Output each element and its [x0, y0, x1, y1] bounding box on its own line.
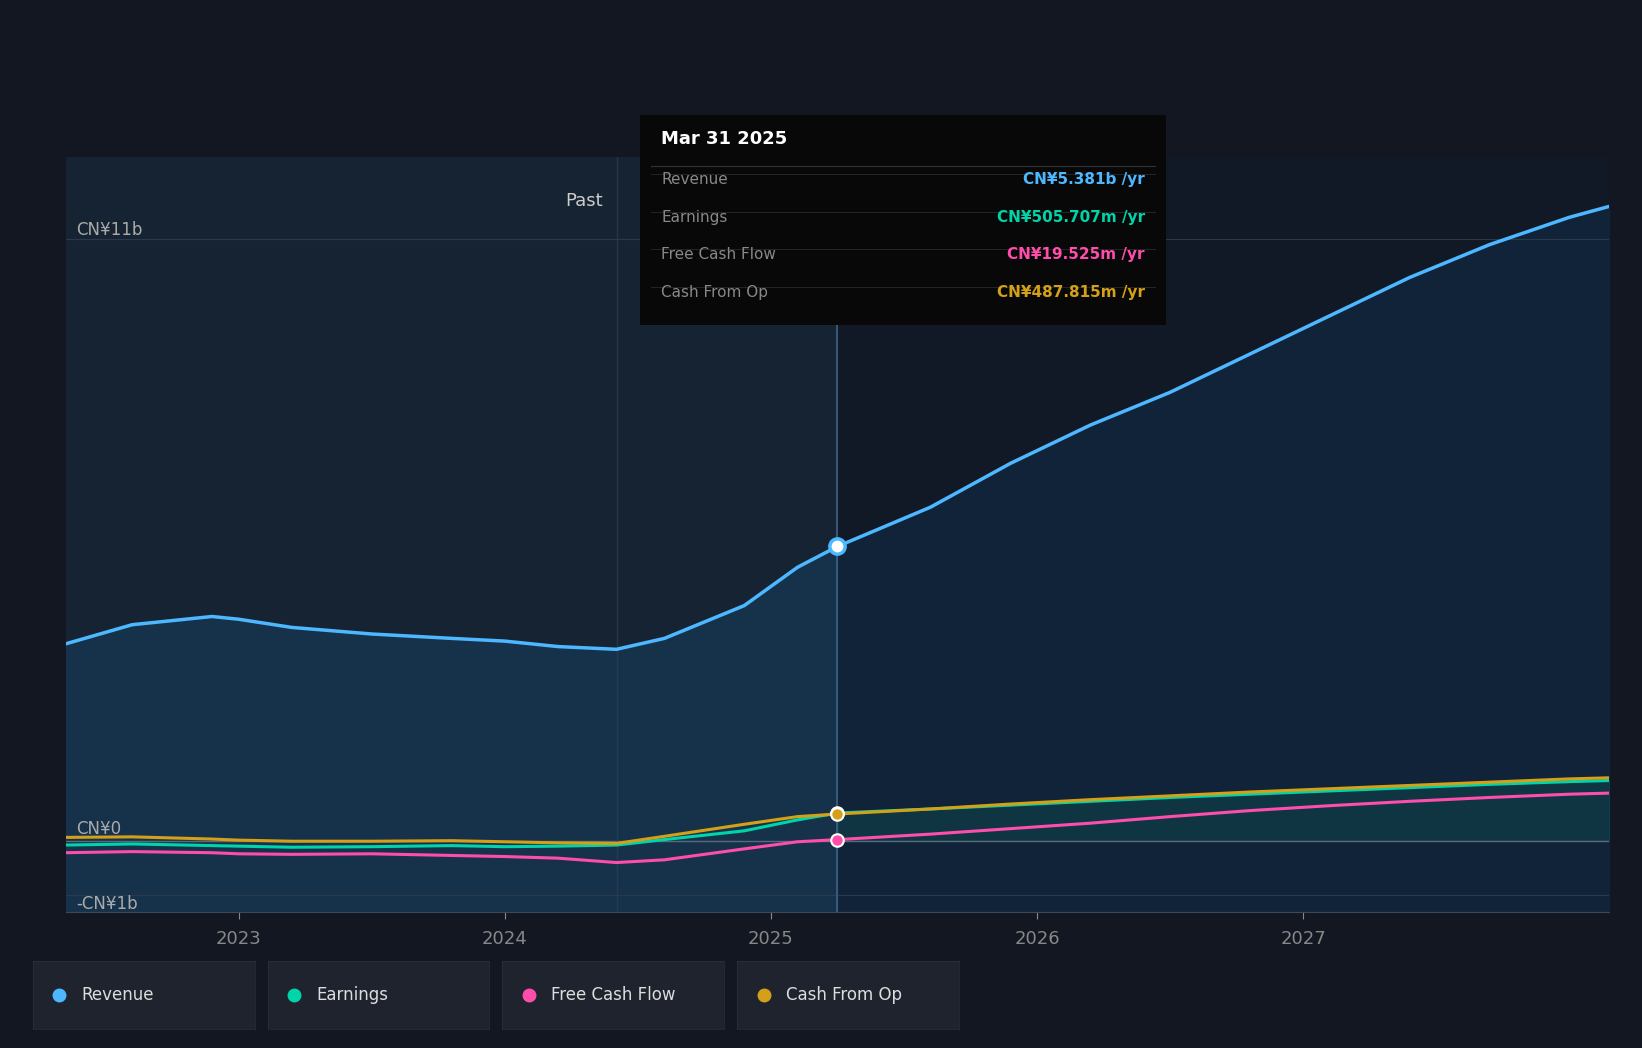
- Text: Past: Past: [565, 192, 603, 210]
- Text: Earnings: Earnings: [662, 210, 727, 224]
- Text: Analysts Forecasts: Analysts Forecasts: [869, 192, 1038, 210]
- Bar: [837, 157, 1609, 912]
- Text: Free Cash Flow: Free Cash Flow: [552, 986, 677, 1004]
- Bar: [616, 157, 837, 912]
- Text: CN¥487.815m /yr: CN¥487.815m /yr: [997, 285, 1144, 300]
- Text: Cash From Op: Cash From Op: [787, 986, 901, 1004]
- Text: CN¥0: CN¥0: [76, 820, 122, 838]
- Text: Earnings: Earnings: [317, 986, 389, 1004]
- Text: Revenue: Revenue: [662, 172, 727, 187]
- Text: Mar 31 2025: Mar 31 2025: [662, 130, 788, 148]
- Text: CN¥19.525m /yr: CN¥19.525m /yr: [1007, 247, 1144, 262]
- Text: CN¥5.381b /yr: CN¥5.381b /yr: [1023, 172, 1144, 187]
- Bar: [66, 157, 616, 912]
- Text: Free Cash Flow: Free Cash Flow: [662, 247, 777, 262]
- Text: -CN¥1b: -CN¥1b: [76, 895, 138, 914]
- Text: CN¥11b: CN¥11b: [76, 221, 143, 239]
- Text: Cash From Op: Cash From Op: [662, 285, 768, 300]
- Text: Revenue: Revenue: [82, 986, 154, 1004]
- Text: CN¥505.707m /yr: CN¥505.707m /yr: [997, 210, 1144, 224]
